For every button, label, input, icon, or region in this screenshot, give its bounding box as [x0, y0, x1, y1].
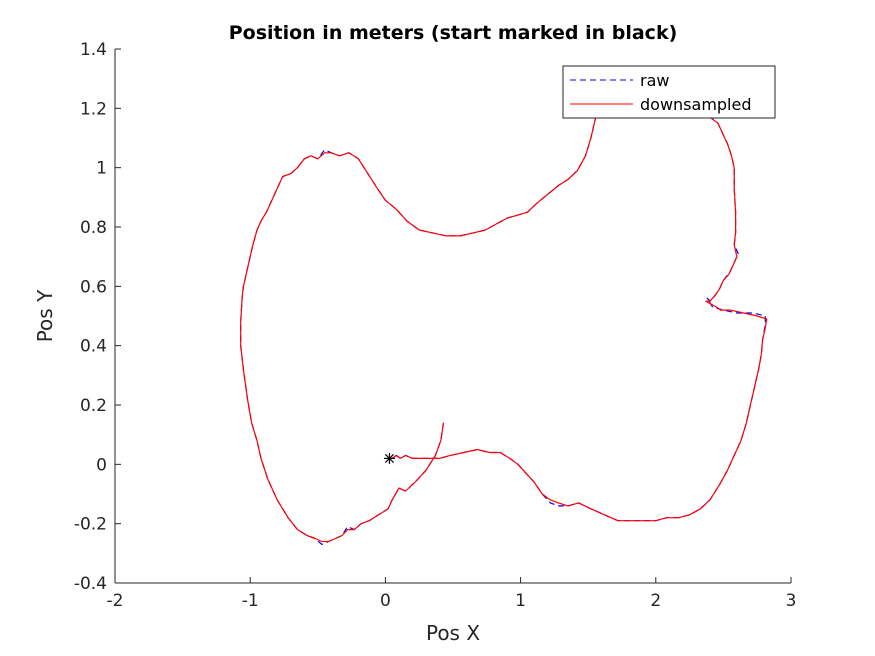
- x-tick-label: 2: [650, 591, 661, 611]
- y-tick-label: 0.4: [80, 337, 107, 357]
- y-tick-label: -0.4: [74, 574, 107, 594]
- y-tick-label: 0.6: [80, 277, 107, 297]
- legend-label-downsampled: downsampled: [640, 95, 752, 114]
- y-tick-label: 1.4: [80, 40, 107, 60]
- y-tick-label: 0: [96, 455, 107, 475]
- y-tick-label: -0.2: [74, 515, 107, 535]
- x-tick-label: -2: [107, 591, 124, 611]
- y-tick-label: 0.2: [80, 396, 107, 416]
- y-tick-label: 1: [96, 159, 107, 179]
- y-tick-label: 0.8: [80, 218, 107, 238]
- x-ticks: -2 -1 0 1 2 3: [107, 577, 797, 611]
- x-tick-label: 0: [380, 591, 391, 611]
- axes-background: [115, 49, 791, 583]
- plot-area: [115, 49, 791, 583]
- chart-title: Position in meters (start marked in blac…: [229, 22, 678, 44]
- start-point-asterisk: [383, 452, 395, 464]
- x-tick-label: 3: [786, 591, 797, 611]
- x-tick-label: 1: [515, 591, 526, 611]
- legend-label-raw: raw: [640, 71, 669, 90]
- legend-box: [562, 65, 776, 119]
- start-marker: [383, 452, 395, 464]
- legend: raw downsampled: [562, 65, 776, 119]
- y-tick-label: 1.2: [80, 99, 107, 119]
- x-axis-label: Pos X: [426, 621, 480, 645]
- y-axis-label: Pos Y: [33, 289, 57, 342]
- y-ticks: -0.4 -0.2 0 0.2 0.4 0.6 0.8 1 1.2 1.4: [74, 40, 121, 594]
- axes-layer: [114, 49, 791, 584]
- x-tick-label: -1: [242, 591, 259, 611]
